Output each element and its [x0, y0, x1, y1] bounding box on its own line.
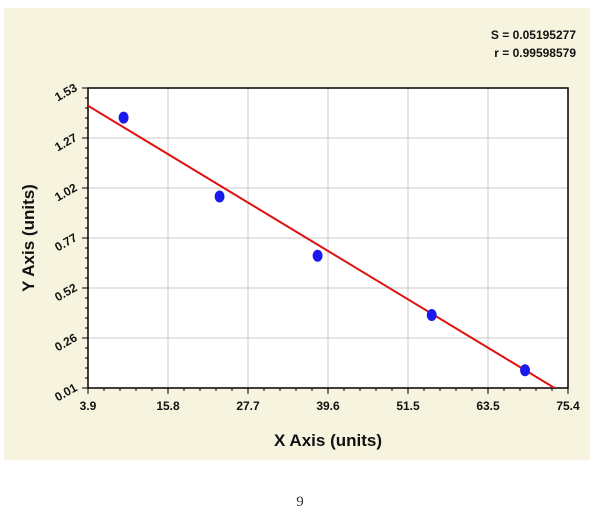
x-tick-label: 63.5: [476, 399, 500, 413]
fit-line: [88, 104, 556, 388]
y-tick-label: 0.26: [52, 330, 80, 354]
x-tick-label: 15.8: [156, 399, 180, 413]
y-tick-label: 0.01: [52, 380, 80, 404]
data-point: [118, 111, 129, 124]
x-tick-label: 75.4: [556, 399, 580, 413]
data-point: [312, 249, 323, 262]
x-tick-label: 27.7: [236, 399, 260, 413]
y-tick-label: 1.53: [52, 80, 80, 104]
x-tick-label: 51.5: [396, 399, 420, 413]
y-tick-label: 1.02: [52, 180, 80, 204]
y-tick-label: 0.77: [52, 230, 80, 254]
stat-r-value: r = 0.99598579: [494, 46, 576, 60]
y-tick-label: 0.52: [52, 280, 80, 304]
data-point: [520, 364, 531, 377]
x-tick-label: 39.6: [316, 399, 340, 413]
y-tick-label: 1.27: [52, 130, 80, 154]
data-point: [426, 308, 437, 321]
stat-s-value: S = 0.05195277: [490, 28, 576, 42]
page-number: 9: [296, 494, 304, 510]
y-axis-label: Y Axis (units): [19, 184, 38, 292]
scatter-chart: 3.9 15.8 27.7 39.6 51.5 63.5 75.4 0.01 0.26 0.52 0…: [19, 80, 580, 450]
chart-panel: 3.9 15.8 27.7 39.6 51.5 63.5 75.4 0.01 0.26 0.52 0…: [4, 8, 590, 460]
data-point: [214, 190, 225, 203]
x-axis-label: X Axis (units): [274, 431, 382, 450]
x-tick-label: 3.9: [80, 399, 97, 413]
